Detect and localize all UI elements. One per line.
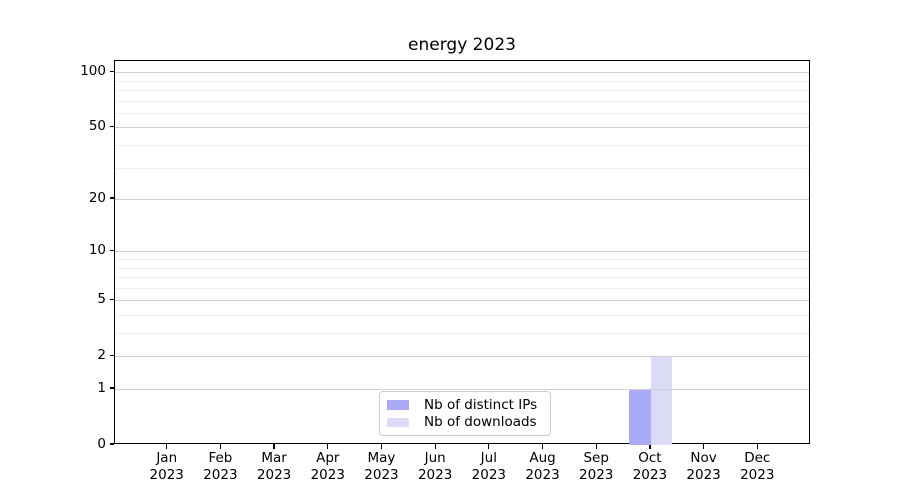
gridline-minor xyxy=(115,277,809,279)
x-tick-mark xyxy=(434,444,436,449)
y-tick-label: 5 xyxy=(97,291,106,308)
y-tick-label: 10 xyxy=(88,242,106,259)
legend-swatch-downloads xyxy=(387,417,409,427)
gridline-major xyxy=(115,251,809,253)
x-tick-month: Mar xyxy=(261,450,287,466)
y-tick-mark xyxy=(109,125,114,128)
gridline-minor xyxy=(115,90,809,91)
gridline-major xyxy=(115,199,809,201)
x-tick-month: Jan xyxy=(156,450,178,466)
x-tick-month: Dec xyxy=(744,450,771,466)
x-tick-year: 2023 xyxy=(740,466,775,483)
gridline-minor xyxy=(115,100,809,102)
gridline-major xyxy=(115,127,809,129)
x-tick-year: 2023 xyxy=(417,466,453,483)
y-tick-label: 100 xyxy=(80,63,106,80)
x-tick-month: May xyxy=(367,450,396,466)
x-tick-mark xyxy=(702,444,705,449)
y-tick-label: 2 xyxy=(97,347,106,364)
bar-distinct-ips xyxy=(629,389,651,445)
x-tick-year: 2023 xyxy=(310,466,345,483)
x-tick-month: Sep xyxy=(583,450,609,466)
gridline-minor xyxy=(115,287,809,289)
x-tick-month: Feb xyxy=(208,450,233,466)
y-tick-mark xyxy=(109,443,114,445)
x-tick-mark xyxy=(595,444,597,449)
x-tick-label: Jan 2023 xyxy=(132,450,202,483)
x-tick-year: 2023 xyxy=(525,466,560,483)
x-tick-mark xyxy=(649,444,651,449)
x-tick-mark xyxy=(166,444,168,449)
gridline-minor xyxy=(115,112,809,114)
y-tick-label: 20 xyxy=(88,190,106,207)
x-tick-year: 2023 xyxy=(149,466,184,483)
gridline-major xyxy=(115,300,809,302)
y-tick-label: 0 xyxy=(97,436,106,452)
x-tick-year: 2023 xyxy=(471,466,506,483)
x-tick-label: May 2023 xyxy=(346,450,416,483)
gridline-minor xyxy=(115,80,809,82)
legend-label-downloads: Nb of downloads xyxy=(424,414,537,431)
x-tick-label: Sep 2023 xyxy=(561,450,631,483)
x-tick-mark xyxy=(488,444,490,449)
x-tick-label: Nov 2023 xyxy=(669,450,739,483)
legend-item-distinct-ips: Nb of distinct IPs xyxy=(387,397,543,413)
y-tick-label: 1 xyxy=(97,380,106,396)
gridline-minor xyxy=(115,267,809,269)
x-tick-year: 2023 xyxy=(364,466,399,483)
x-tick-label: Oct 2023 xyxy=(615,450,685,483)
y-tick-mark xyxy=(109,298,114,300)
gridline-minor xyxy=(115,314,809,316)
y-tick-mark xyxy=(109,197,114,199)
x-tick-label: Apr 2023 xyxy=(293,450,363,483)
x-tick-month: Aug xyxy=(529,450,556,466)
y-tick-mark xyxy=(109,249,114,251)
x-tick-year: 2023 xyxy=(686,466,721,483)
legend-label-distinct-ips: Nb of distinct IPs xyxy=(424,396,538,413)
legend-item-downloads: Nb of downloads xyxy=(387,414,543,430)
x-tick-label: Dec 2023 xyxy=(722,450,792,483)
y-tick-mark xyxy=(109,354,114,356)
bar-downloads xyxy=(650,356,673,445)
x-tick-month: Apr xyxy=(316,450,340,466)
x-tick-month: Jun xyxy=(424,450,446,466)
x-tick-label: Feb 2023 xyxy=(185,450,255,483)
gridline-minor xyxy=(115,258,809,260)
gridline-minor xyxy=(115,145,809,146)
x-tick-label: Jun 2023 xyxy=(400,450,470,483)
chart-title: energy 2023 xyxy=(408,35,516,55)
x-tick-month: Nov xyxy=(690,450,717,466)
legend-swatch-distinct-ips xyxy=(387,400,409,410)
x-tick-mark xyxy=(541,444,544,449)
gridline-major xyxy=(115,72,809,74)
x-tick-mark xyxy=(273,444,275,449)
x-tick-year: 2023 xyxy=(632,466,668,483)
x-tick-label: Aug 2023 xyxy=(508,450,578,483)
x-tick-year: 2023 xyxy=(256,466,292,483)
plot-area xyxy=(114,60,810,445)
gridline-major xyxy=(115,356,809,358)
gridline-minor xyxy=(115,333,809,334)
x-tick-month: Oct xyxy=(638,450,662,466)
x-tick-mark xyxy=(380,444,383,449)
legend: Nb of distinct IPs Nb of downloads xyxy=(379,391,551,436)
x-tick-mark xyxy=(219,444,222,449)
y-tick-mark xyxy=(109,70,114,72)
x-tick-mark xyxy=(327,444,329,449)
x-tick-year: 2023 xyxy=(579,466,614,483)
x-tick-month: Jul xyxy=(480,450,497,466)
y-tick-mark xyxy=(109,387,114,389)
x-tick-year: 2023 xyxy=(203,466,238,483)
x-tick-mark xyxy=(756,444,758,449)
x-tick-label: Jul 2023 xyxy=(454,450,524,483)
y-tick-label: 50 xyxy=(88,118,106,135)
x-tick-label: Mar 2023 xyxy=(239,450,309,483)
gridline-minor xyxy=(115,167,809,169)
gridline-major xyxy=(115,389,809,390)
